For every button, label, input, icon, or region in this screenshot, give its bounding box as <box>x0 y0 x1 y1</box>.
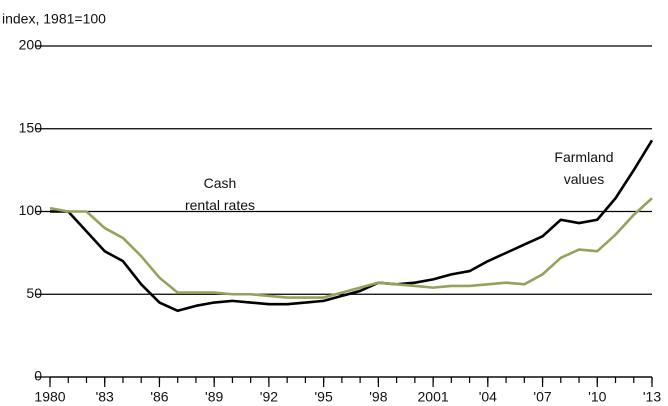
y-tick-label: 100 <box>19 202 43 218</box>
y-axis-label: index, 1981=100 <box>2 11 106 27</box>
y-tick-label: 150 <box>19 119 43 135</box>
y-tick-label: 200 <box>19 37 43 53</box>
x-tick-label: '92 <box>260 389 278 405</box>
line-series <box>50 139 654 313</box>
x-tick-label: '98 <box>369 389 387 405</box>
series-label-line: Farmland <box>554 149 613 165</box>
series-label-line: values <box>564 171 604 187</box>
x-tick-label: '10 <box>588 389 606 405</box>
x-tick-label: '95 <box>315 389 333 405</box>
y-tick-label: 50 <box>26 285 42 301</box>
y-tick-label: 0 <box>34 368 42 384</box>
x-tick-label: '13 <box>643 389 661 405</box>
series-label: Farmland values <box>554 149 613 187</box>
series-label: Cash rental rates <box>185 175 255 213</box>
x-tick-label: 2001 <box>418 389 449 405</box>
x-tick-label: '07 <box>533 389 551 405</box>
series-label-line: rental rates <box>185 197 255 213</box>
x-tick-label: '04 <box>479 389 497 405</box>
series-label-line: Cash <box>204 175 237 191</box>
line-series <box>49 197 653 299</box>
x-tick-label: '89 <box>205 389 223 405</box>
x-tick-label: '83 <box>96 389 114 405</box>
x-tick-label: 1980 <box>34 389 65 405</box>
x-tick-label: '86 <box>150 389 168 405</box>
